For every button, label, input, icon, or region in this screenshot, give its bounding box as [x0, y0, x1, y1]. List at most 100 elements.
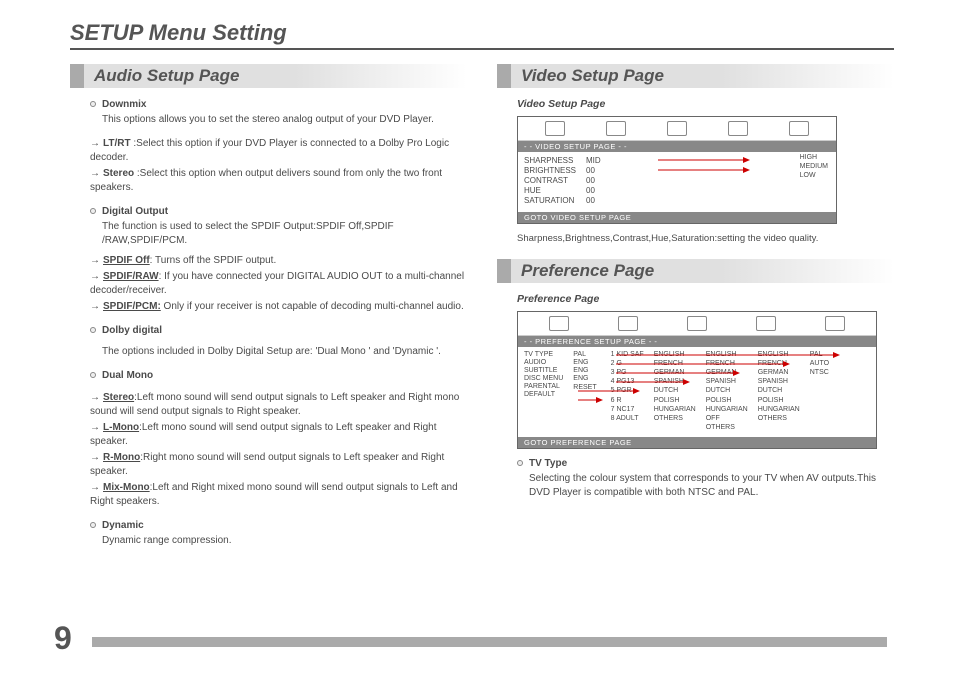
osd-option: OFF: [706, 415, 748, 423]
osd-row-key: SATURATION: [524, 196, 576, 205]
osd-option: FRENCH: [758, 360, 800, 368]
stereo-text: :Select this option when output delivers…: [90, 168, 442, 193]
video-column: Video Setup Page Video Setup Page - - VI…: [497, 64, 894, 558]
bullet-icon: [90, 208, 96, 214]
osd-option: 1 KID SAF: [611, 351, 644, 359]
osd-option: 3 PG: [611, 369, 644, 377]
dm-lmono-label: L-Mono: [103, 422, 139, 433]
dm-rmono-text: :Right mono sound will send output signa…: [90, 452, 444, 477]
osd-option: HUNGARIAN: [758, 406, 800, 414]
osd-row-value: ENG: [573, 367, 596, 374]
video-subheading: Video Setup Page: [517, 98, 894, 110]
osd-option: ENGLISH: [654, 351, 696, 359]
osd-tab-icon: [756, 316, 776, 331]
bullet-icon: [90, 327, 96, 333]
osd-option: HUNGARIAN: [706, 406, 748, 414]
osd-row-key: SHARPNESS: [524, 156, 576, 165]
osd-option: ENGLISH: [706, 351, 748, 359]
osd-row-key: DEFAULT: [524, 391, 563, 398]
dm-mix-label: Mix-Mono: [103, 482, 150, 493]
osd-option: 6 R: [611, 397, 644, 405]
osd-option: GERMAN: [758, 369, 800, 377]
osd-option: SPANISH: [758, 378, 800, 386]
osd-option: FRENCH: [706, 360, 748, 368]
osd-row-value: 00: [586, 176, 601, 185]
spdif-pcm-text: Only if your receiver is not capable of …: [161, 301, 464, 312]
osd-option: DUTCH: [654, 387, 696, 395]
osd-row-key: SUBTITLE: [524, 367, 563, 374]
dual-mono-label: Dual Mono: [102, 369, 153, 383]
osd-option: POLISH: [706, 397, 748, 405]
dynamic-desc: Dynamic range compression.: [102, 534, 467, 548]
osd-option: AUTO: [810, 360, 829, 368]
lt-rt-label: LT/RT: [103, 138, 131, 149]
page-number: 9: [54, 620, 72, 657]
osd-option: HUNGARIAN: [654, 406, 696, 414]
pref-osd-bottom-strip: GOTO PREFERENCE PAGE: [518, 437, 876, 448]
pref-osd-top-strip: - - PREFERENCE SETUP PAGE - -: [518, 336, 876, 347]
osd-option: 5 PGR: [611, 387, 644, 395]
bullet-icon: [90, 101, 96, 107]
osd-row-value: ENG: [573, 359, 596, 366]
page-title: SETUP Menu Setting: [70, 20, 894, 50]
preference-subheading: Preference Page: [517, 293, 894, 305]
dolby-desc: The options included in Dolby Digital Se…: [102, 345, 467, 359]
bullet-icon: [90, 522, 96, 528]
osd-option: 2 G: [611, 360, 644, 368]
dm-rmono-label: R-Mono: [103, 452, 140, 463]
osd-row-value: 00: [586, 186, 601, 195]
osd-option: 8 ADULT: [611, 415, 644, 423]
osd-tab-icon: [618, 316, 638, 331]
tv-type-label: TV Type: [529, 457, 567, 471]
audio-section-title: Audio Setup Page: [70, 64, 467, 88]
spdif-raw-label: SPDIF/RAW: [103, 271, 159, 282]
osd-tab-icon: [606, 121, 626, 136]
digital-output-label: Digital Output: [102, 205, 168, 219]
osd-tab-icon: [545, 121, 565, 136]
spdif-off-label: SPDIF Off: [103, 255, 150, 266]
preference-osd: - - PREFERENCE SETUP PAGE - - TV TYPEAUD…: [517, 311, 877, 449]
osd-option: LOW: [800, 172, 828, 180]
osd-option: 4 PG13: [611, 378, 644, 386]
lt-rt-text: :Select this option if your DVD Player i…: [90, 138, 449, 163]
osd-row-key: CONTRAST: [524, 176, 576, 185]
audio-column: Audio Setup Page Downmix This options al…: [70, 64, 467, 558]
video-osd: - - VIDEO SETUP PAGE - - SHARPNESSBRIGHT…: [517, 116, 837, 224]
osd-row-value: 00: [586, 166, 601, 175]
bottom-bar: [92, 637, 887, 647]
preference-section-title: Preference Page: [497, 259, 894, 283]
osd-option: HIGH: [800, 154, 828, 162]
downmix-desc: This options allows you to set the stere…: [102, 113, 467, 127]
dm-stereo-label: Stereo: [103, 392, 134, 403]
dm-stereo-text: :Left mono sound will send output signal…: [90, 392, 459, 417]
osd-row-value: PAL: [573, 351, 596, 358]
osd-row-value: ENG: [573, 375, 596, 382]
osd-tab-icon: [789, 121, 809, 136]
dynamic-label: Dynamic: [102, 519, 144, 533]
dolby-label: Dolby digital: [102, 324, 162, 338]
osd-option: MEDIUM: [800, 163, 828, 171]
osd-option: FRENCH: [654, 360, 696, 368]
dm-lmono-text: :Left mono sound will send output signal…: [90, 422, 437, 447]
osd-option: GERMAN: [706, 369, 748, 377]
osd-row-key: AUDIO: [524, 359, 563, 366]
bullet-icon: [90, 372, 96, 378]
osd-row-key: BRIGHTNESS: [524, 166, 576, 175]
video-osd-arrows: [658, 154, 758, 214]
osd-option: POLISH: [654, 397, 696, 405]
osd-row-key: PARENTAL: [524, 383, 563, 390]
osd-option: DUTCH: [706, 387, 748, 395]
osd-row-key: DISC MENU: [524, 375, 563, 382]
osd-option: SPANISH: [706, 378, 748, 386]
osd-option: OTHERS: [654, 415, 696, 423]
osd-option: GERMAN: [654, 369, 696, 377]
stereo-label: Stereo: [103, 168, 134, 179]
osd-option: PAL: [810, 351, 829, 359]
osd-option: OTHERS: [706, 424, 748, 432]
osd-tab-icon: [667, 121, 687, 136]
osd-option: OTHERS: [758, 415, 800, 423]
osd-option: SPANISH: [654, 378, 696, 386]
video-caption: Sharpness,Brightness,Contrast,Hue,Satura…: [517, 232, 894, 245]
downmix-label: Downmix: [102, 98, 146, 112]
osd-option: ENGLISH: [758, 351, 800, 359]
